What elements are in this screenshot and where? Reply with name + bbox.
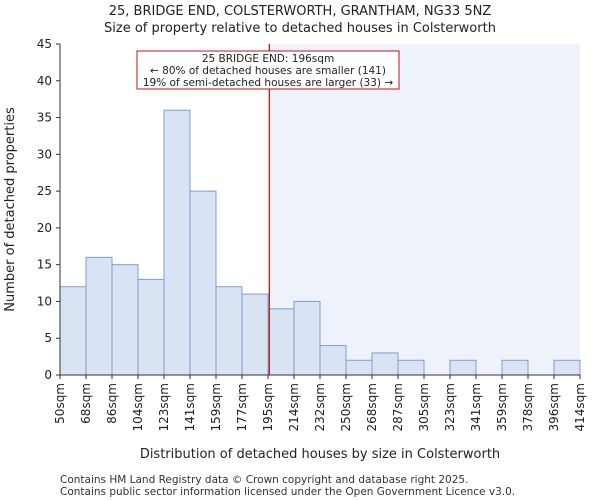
bar-68sqm: [85, 256, 113, 376]
x-tick-label-123sqm: 123sqm: [157, 383, 171, 431]
x-tick-label-104sqm: 104sqm: [131, 383, 145, 431]
bar-396sqm: [553, 359, 581, 376]
bar-86sqm: [111, 264, 139, 376]
bar-159sqm: [215, 286, 243, 376]
x-tick-label-195sqm: 195sqm: [261, 383, 275, 431]
x-tick-label-250sqm: 250sqm: [339, 383, 353, 431]
y-tick-label-25: 25: [37, 184, 52, 198]
bar-141sqm: [189, 190, 217, 376]
x-tick-label-378sqm: 378sqm: [521, 383, 535, 431]
y-tick-label-30: 30: [37, 147, 52, 161]
x-tick-label-305sqm: 305sqm: [417, 383, 431, 431]
x-tick-label-177sqm: 177sqm: [235, 383, 249, 431]
x-tick-label-50sqm: 50sqm: [53, 383, 67, 424]
x-tick-label-68sqm: 68sqm: [79, 383, 93, 424]
x-tick-label-341sqm: 341sqm: [469, 383, 483, 431]
y-tick-label-5: 5: [44, 331, 52, 345]
footer-line-2: Contains public sector information licen…: [60, 486, 516, 498]
y-tick-label-45: 45: [37, 37, 52, 51]
bar-359sqm: [501, 359, 529, 376]
bar-323sqm: [449, 359, 477, 376]
highlight-region: [269, 44, 580, 375]
x-axis-title: Distribution of detached houses by size …: [140, 447, 500, 462]
bar-268sqm: [371, 352, 399, 376]
annotation-line-3: 19% of semi-detached houses are larger (…: [143, 77, 394, 89]
annotation-line-1: 25 BRIDGE END: 196sqm: [202, 53, 334, 65]
bar-232sqm: [319, 345, 347, 376]
footer-line-1: Contains HM Land Registry data © Crown c…: [60, 474, 469, 486]
bar-123sqm: [163, 109, 191, 376]
x-tick-label-232sqm: 232sqm: [313, 383, 327, 431]
x-tick-label-359sqm: 359sqm: [495, 383, 509, 431]
y-tick-label-35: 35: [37, 111, 52, 125]
y-tick-label-15: 15: [37, 258, 52, 272]
annotation-line-2: ← 80% of detached houses are smaller (14…: [150, 65, 386, 77]
bar-50sqm: [59, 286, 87, 376]
bar-104sqm: [137, 278, 165, 376]
x-tick-label-414sqm: 414sqm: [573, 383, 587, 431]
bar-287sqm: [397, 359, 425, 376]
bar-195sqm: [267, 308, 295, 376]
x-tick-label-141sqm: 141sqm: [183, 383, 197, 431]
bar-214sqm: [293, 300, 321, 376]
bar-250sqm: [345, 359, 373, 376]
x-tick-label-214sqm: 214sqm: [287, 383, 301, 431]
y-tick-label-10: 10: [37, 294, 52, 308]
y-tick-label-20: 20: [37, 221, 52, 235]
x-tick-label-86sqm: 86sqm: [105, 383, 119, 424]
x-tick-label-287sqm: 287sqm: [391, 383, 405, 431]
chart-subtitle: Size of property relative to detached ho…: [104, 21, 496, 36]
y-tick-label-0: 0: [44, 368, 52, 382]
chart-title: 25, BRIDGE END, COLSTERWORTH, GRANTHAM, …: [108, 4, 492, 19]
bar-177sqm: [241, 293, 269, 376]
y-axis-title: Number of detached properties: [3, 107, 18, 312]
annotation-box: [136, 50, 400, 90]
x-tick-label-268sqm: 268sqm: [365, 383, 379, 431]
x-tick-label-323sqm: 323sqm: [443, 383, 457, 431]
x-tick-label-159sqm: 159sqm: [209, 383, 223, 431]
y-tick-label-40: 40: [37, 74, 52, 88]
x-tick-label-396sqm: 396sqm: [547, 383, 561, 431]
